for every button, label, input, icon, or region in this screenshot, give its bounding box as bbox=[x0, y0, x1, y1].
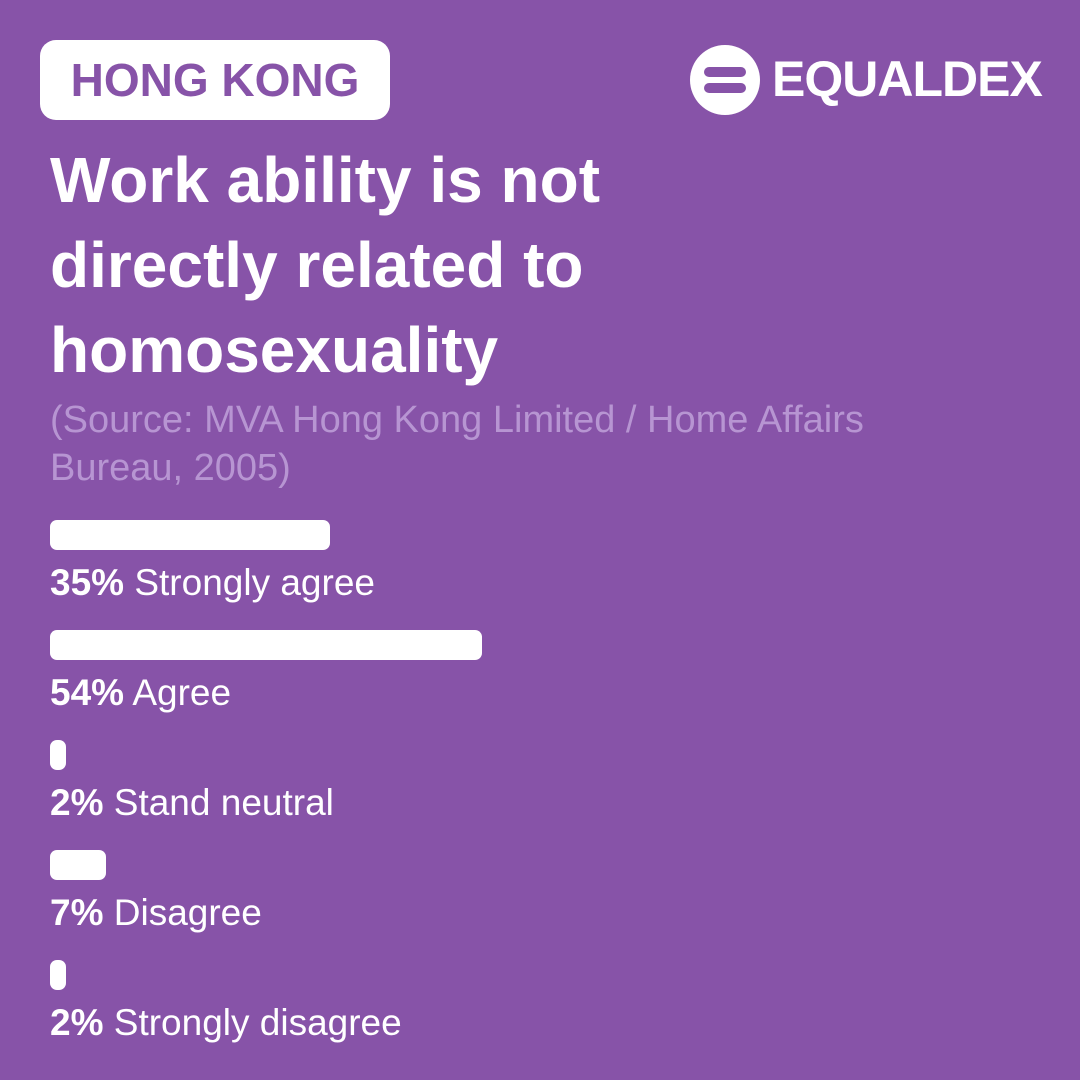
bar bbox=[50, 630, 482, 660]
category-label: Disagree bbox=[113, 892, 262, 933]
value-label: 35% bbox=[50, 562, 125, 603]
category-label: Strongly disagree bbox=[113, 1002, 402, 1043]
value-label: 2% bbox=[50, 782, 104, 823]
bar-row: 2% Strongly disagree bbox=[50, 960, 482, 1070]
category-label: Agree bbox=[132, 672, 232, 713]
bar-row: 2% Stand neutral bbox=[50, 740, 482, 850]
bar-label: 7% Disagree bbox=[50, 892, 482, 934]
bar bbox=[50, 850, 106, 880]
bar-list: 35% Strongly agree 54% Agree 2% Stand neut… bbox=[50, 520, 482, 1070]
bar-row: 54% Agree bbox=[50, 630, 482, 740]
value-label: 54% bbox=[50, 672, 125, 713]
bar-label: 2% Strongly disagree bbox=[50, 1002, 482, 1044]
bar-label: 54% Agree bbox=[50, 672, 482, 714]
bar bbox=[50, 740, 66, 770]
value-label: 2% bbox=[50, 1002, 104, 1043]
bar bbox=[50, 520, 330, 550]
logo bbox=[690, 45, 760, 115]
bar-row: 35% Strongly agree bbox=[50, 520, 482, 630]
category-label: Stand neutral bbox=[113, 782, 334, 823]
bar-label: 2% Stand neutral bbox=[50, 782, 482, 824]
bar bbox=[50, 960, 66, 990]
badge: HONG KONG bbox=[40, 40, 390, 120]
bar-label: 35% Strongly agree bbox=[50, 562, 482, 604]
bar-row: 7% Disagree bbox=[50, 850, 482, 960]
value-label: 7% bbox=[50, 892, 104, 933]
title: Work ability is not directly related to … bbox=[50, 144, 600, 386]
category-label: Strongly agree bbox=[134, 562, 375, 603]
source: (Source: MVA Hong Kong Limited / Home Af… bbox=[50, 399, 864, 489]
brand: EQUALDEX bbox=[772, 51, 1043, 107]
